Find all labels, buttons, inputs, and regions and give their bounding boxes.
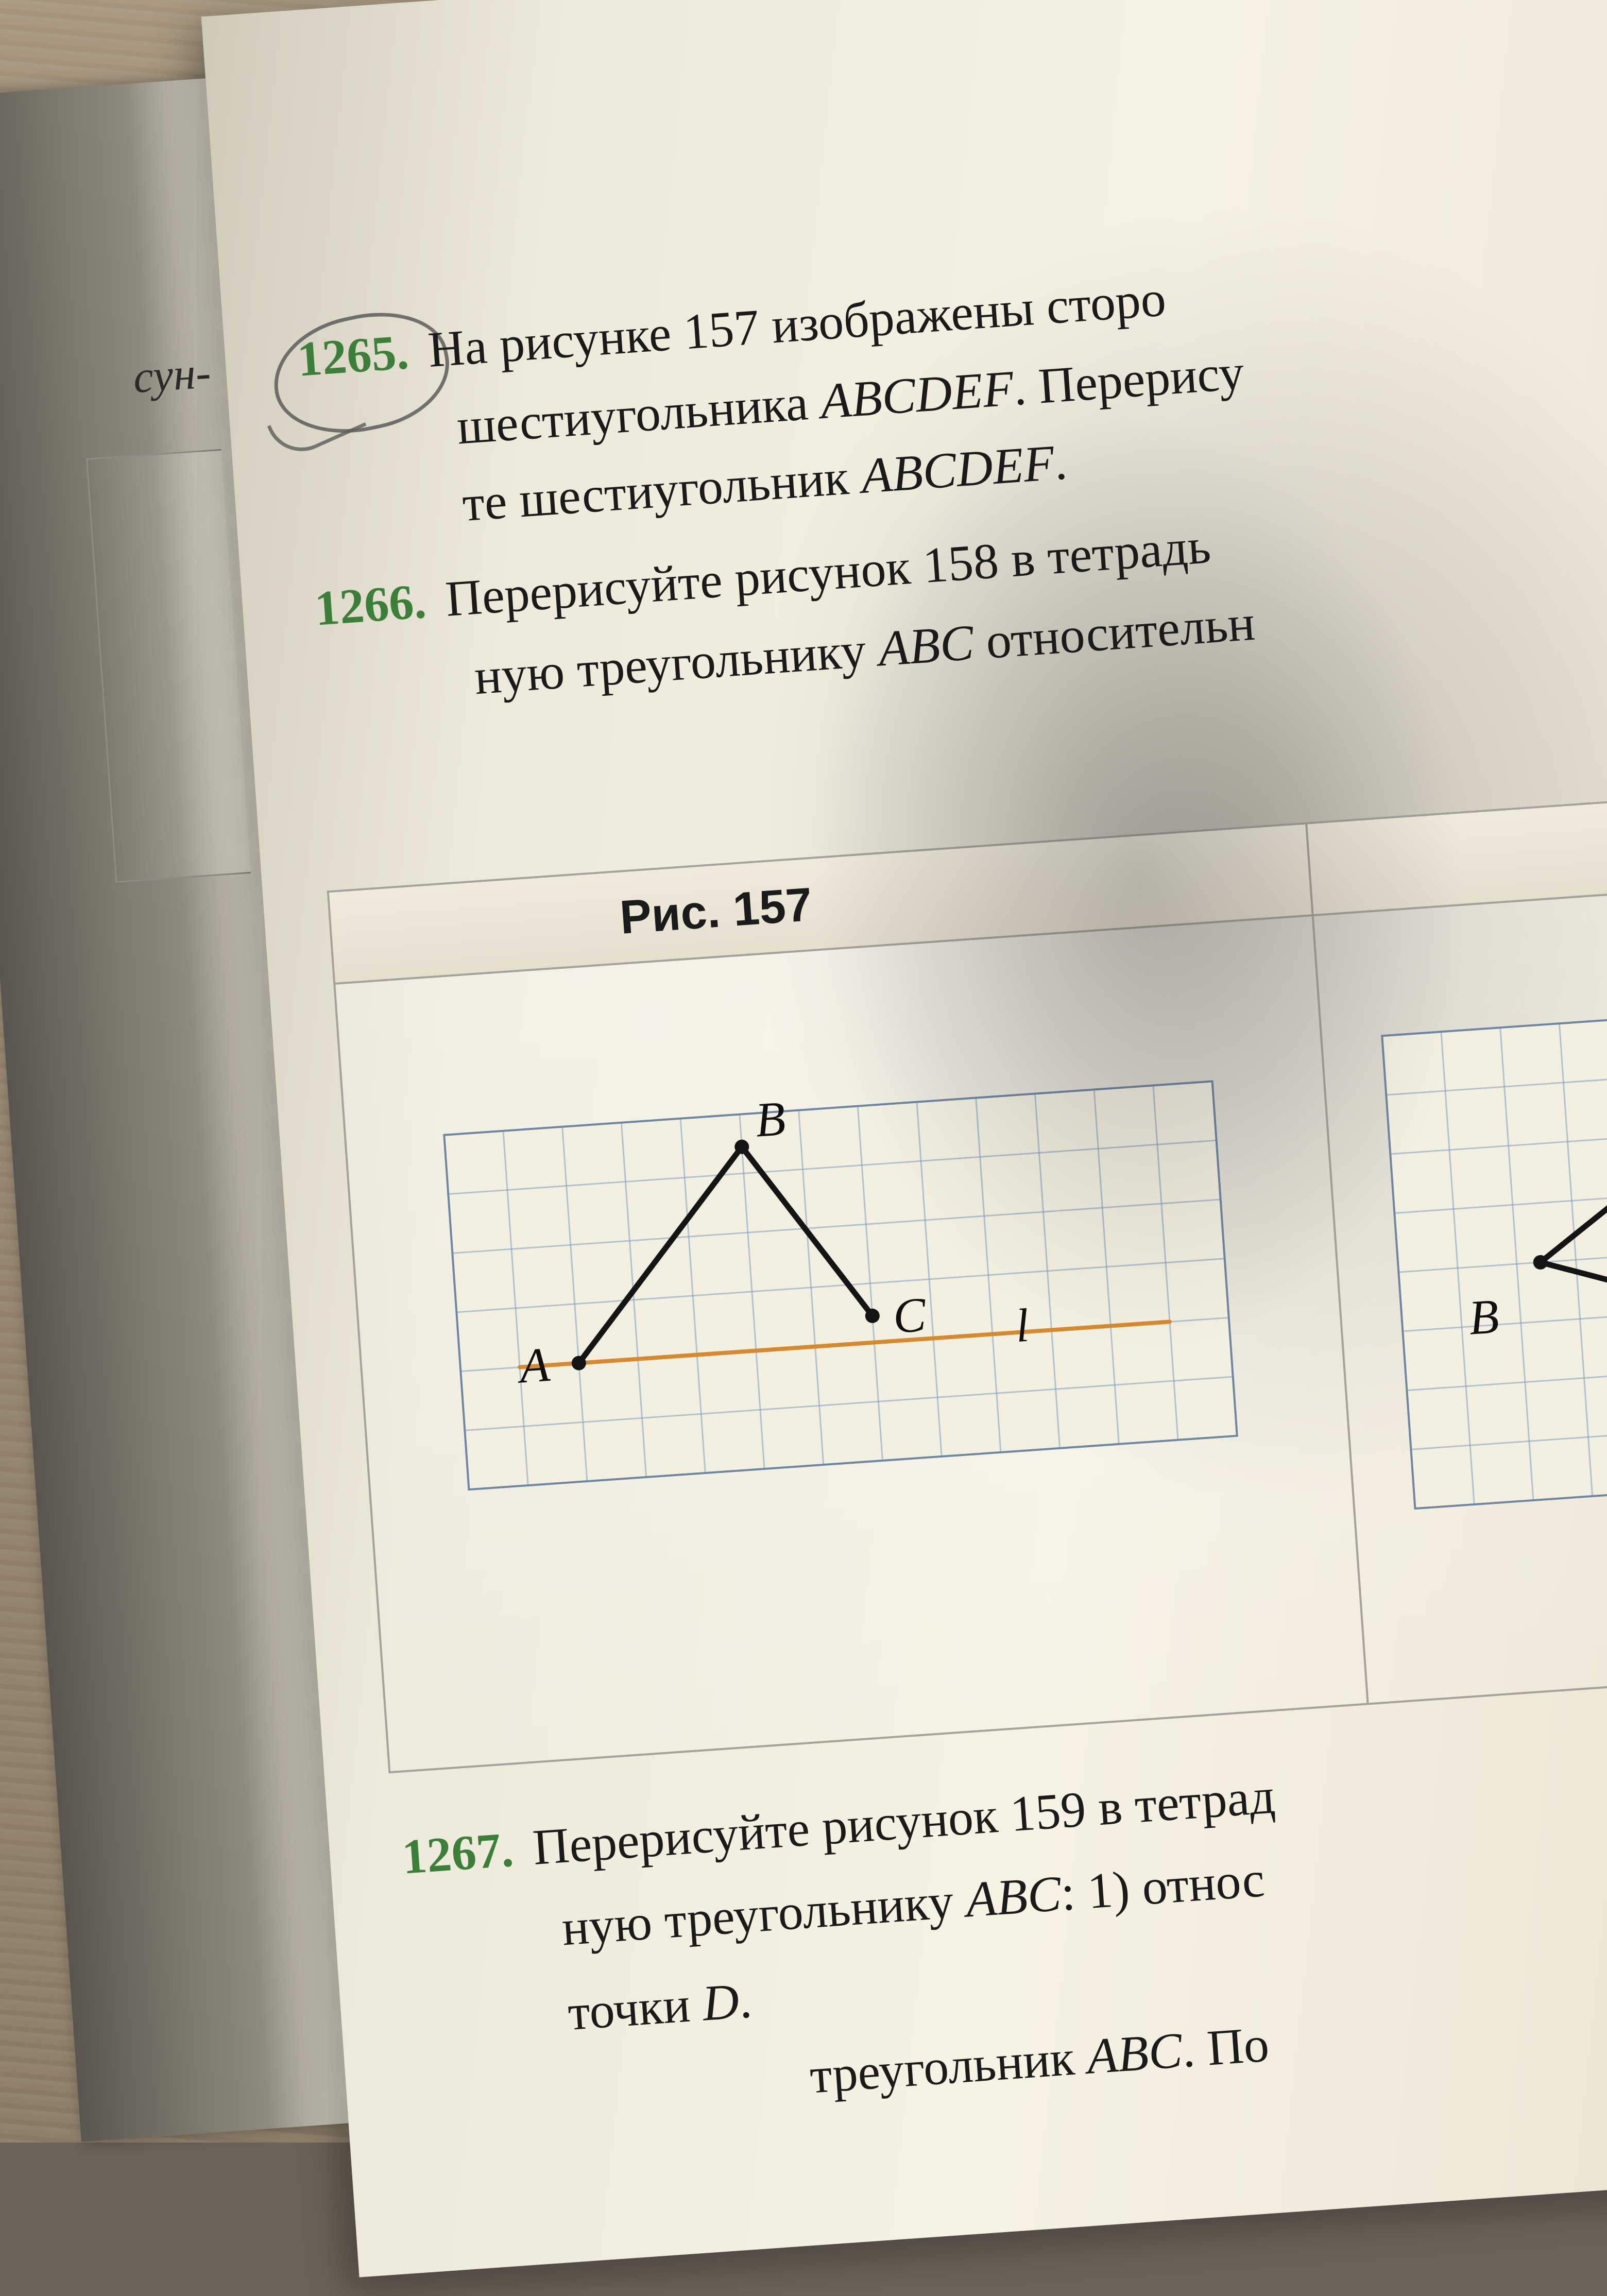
photo-rotation-wrap: сун- 1265. На рисунке 157 изображены сто… (0, 0, 1607, 2137)
svg-text:C: C (891, 1287, 928, 1344)
figure-158-partial: B (1357, 953, 1607, 1551)
textbook-page: 1265. На рисунке 157 изображены сторо ше… (201, 0, 1607, 2277)
prev-page-fragment: сун- (131, 347, 212, 404)
problem-number: 1266. (313, 573, 428, 636)
pencil-circle-tail (267, 389, 367, 462)
figure-title: Рис. 157 (618, 878, 814, 945)
svg-text:B: B (754, 1091, 787, 1147)
figure-frame: Рис. 157 ABCl B (327, 797, 1607, 1774)
problem-number: 1267. (400, 1822, 515, 1884)
prev-page-box (86, 449, 251, 883)
figure-157-diagram: ABCl (421, 1041, 1296, 1563)
problem-number: 1265. (296, 324, 411, 387)
svg-text:B: B (1467, 1289, 1500, 1345)
figure-vertical-divider (1305, 824, 1369, 1703)
figure-header: Рис. 157 (329, 799, 1607, 985)
